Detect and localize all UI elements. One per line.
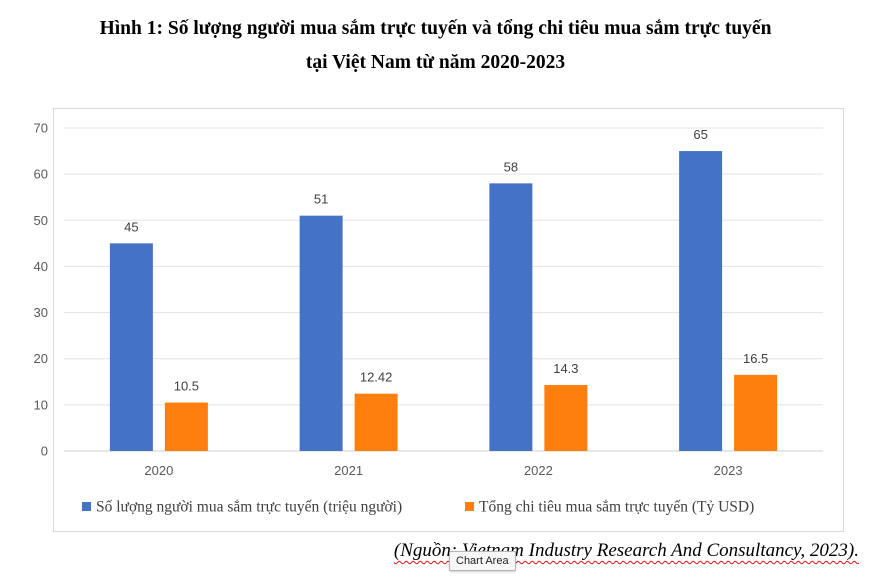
y-tick-label: 10 <box>34 397 48 412</box>
data-label: 45 <box>124 219 138 234</box>
bar-buyers-2023 <box>679 151 723 452</box>
y-tick-label: 70 <box>34 121 48 136</box>
x-tick-label: 2023 <box>714 463 743 478</box>
data-label: 65 <box>693 127 707 142</box>
bar-spending-2020 <box>164 402 208 451</box>
y-tick-label: 30 <box>34 305 48 320</box>
x-tick-label: 2021 <box>334 463 363 478</box>
bar-buyers-2020 <box>109 243 153 451</box>
chart-area-tooltip: Chart Area <box>449 551 516 571</box>
bar-spending-2021 <box>354 393 398 451</box>
y-tick-label: 0 <box>41 444 48 459</box>
legend-swatch-0 <box>82 502 91 511</box>
y-tick-label: 40 <box>34 259 48 274</box>
x-tick-label: 2020 <box>144 463 173 478</box>
data-label: 51 <box>314 192 328 207</box>
bar-spending-2023 <box>734 374 778 451</box>
chart-title-line-2: tại Việt Nam từ năm 2020-2023 <box>305 52 566 73</box>
bar-buyers-2022 <box>489 183 533 451</box>
bar-spending-2022 <box>544 385 588 451</box>
legend-swatch-1 <box>465 502 474 511</box>
y-tick-label: 20 <box>34 351 48 366</box>
data-label: 12.42 <box>360 370 393 385</box>
data-label: 16.5 <box>743 351 768 366</box>
chart-title-line-1: Hình 1: Số lượng người mua sắm trực tuyế… <box>99 18 772 39</box>
y-tick-label: 50 <box>34 213 48 228</box>
data-label: 10.5 <box>174 379 199 394</box>
y-tick-label: 60 <box>34 167 48 182</box>
x-tick-label: 2022 <box>524 463 553 478</box>
legend-label-0: Số lượng người mua sắm trực tuyến (triệu… <box>96 499 402 516</box>
chart-title: Hình 1: Số lượng người mua sắm trực tuyế… <box>0 12 871 80</box>
bar-buyers-2021 <box>299 215 343 451</box>
legend-label-1: Tổng chi tiêu mua sắm trực tuyến (Tỷ USD… <box>479 499 754 516</box>
data-label: 58 <box>504 159 518 174</box>
data-label: 14.3 <box>553 361 578 376</box>
